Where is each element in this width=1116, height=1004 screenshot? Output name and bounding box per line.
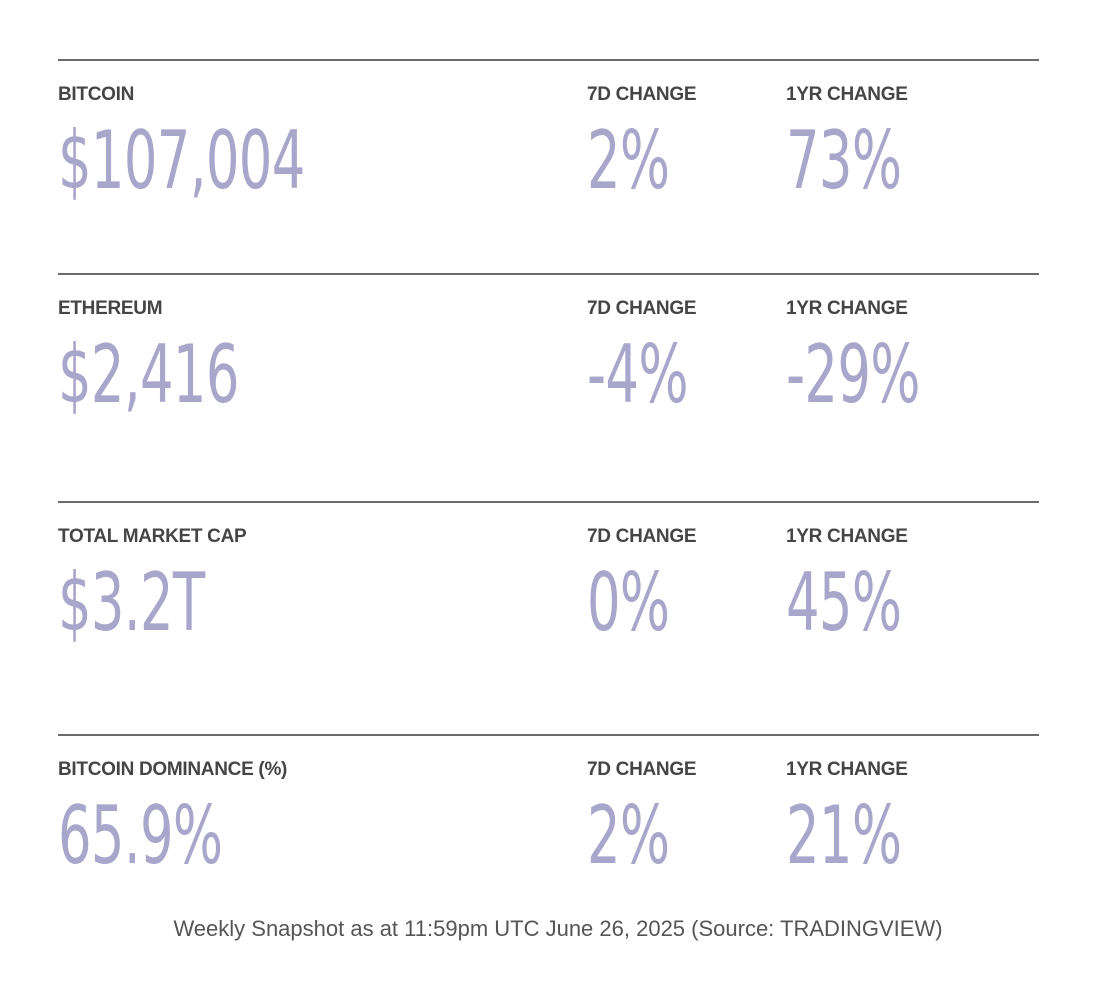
change-1yr-value: -29% (786, 328, 920, 421)
metric-value: $2,416 (58, 328, 239, 421)
metric-value: 65.9% (58, 789, 223, 882)
change-1yr-value: 21% (786, 789, 902, 882)
metric-name: BITCOIN DOMINANCE (%) (58, 759, 288, 780)
divider (58, 501, 1039, 503)
change-7d-value: -4% (587, 328, 688, 421)
divider (58, 273, 1039, 275)
divider (58, 59, 1039, 61)
change-1yr-label: 1YR CHANGE (786, 759, 908, 780)
change-1yr-label: 1YR CHANGE (786, 84, 908, 105)
change-7d-label: 7D CHANGE (587, 298, 697, 319)
change-1yr-value: 73% (786, 114, 902, 207)
metric-name: TOTAL MARKET CAP (58, 526, 247, 547)
metric-name: ETHEREUM (58, 298, 163, 319)
change-7d-value: 0% (587, 556, 670, 649)
change-1yr-label: 1YR CHANGE (786, 526, 908, 547)
metric-name: BITCOIN (58, 84, 135, 105)
metric-value: $3.2T (58, 556, 205, 649)
change-7d-label: 7D CHANGE (587, 759, 697, 780)
change-7d-label: 7D CHANGE (587, 84, 697, 105)
change-1yr-value: 45% (786, 556, 902, 649)
change-7d-value: 2% (587, 114, 670, 207)
metric-value: $107,004 (58, 114, 305, 207)
footer-note: Weekly Snapshot as at 11:59pm UTC June 2… (173, 916, 943, 941)
change-7d-label: 7D CHANGE (587, 526, 697, 547)
change-7d-value: 2% (587, 789, 670, 882)
change-1yr-label: 1YR CHANGE (786, 298, 908, 319)
divider (58, 734, 1039, 736)
